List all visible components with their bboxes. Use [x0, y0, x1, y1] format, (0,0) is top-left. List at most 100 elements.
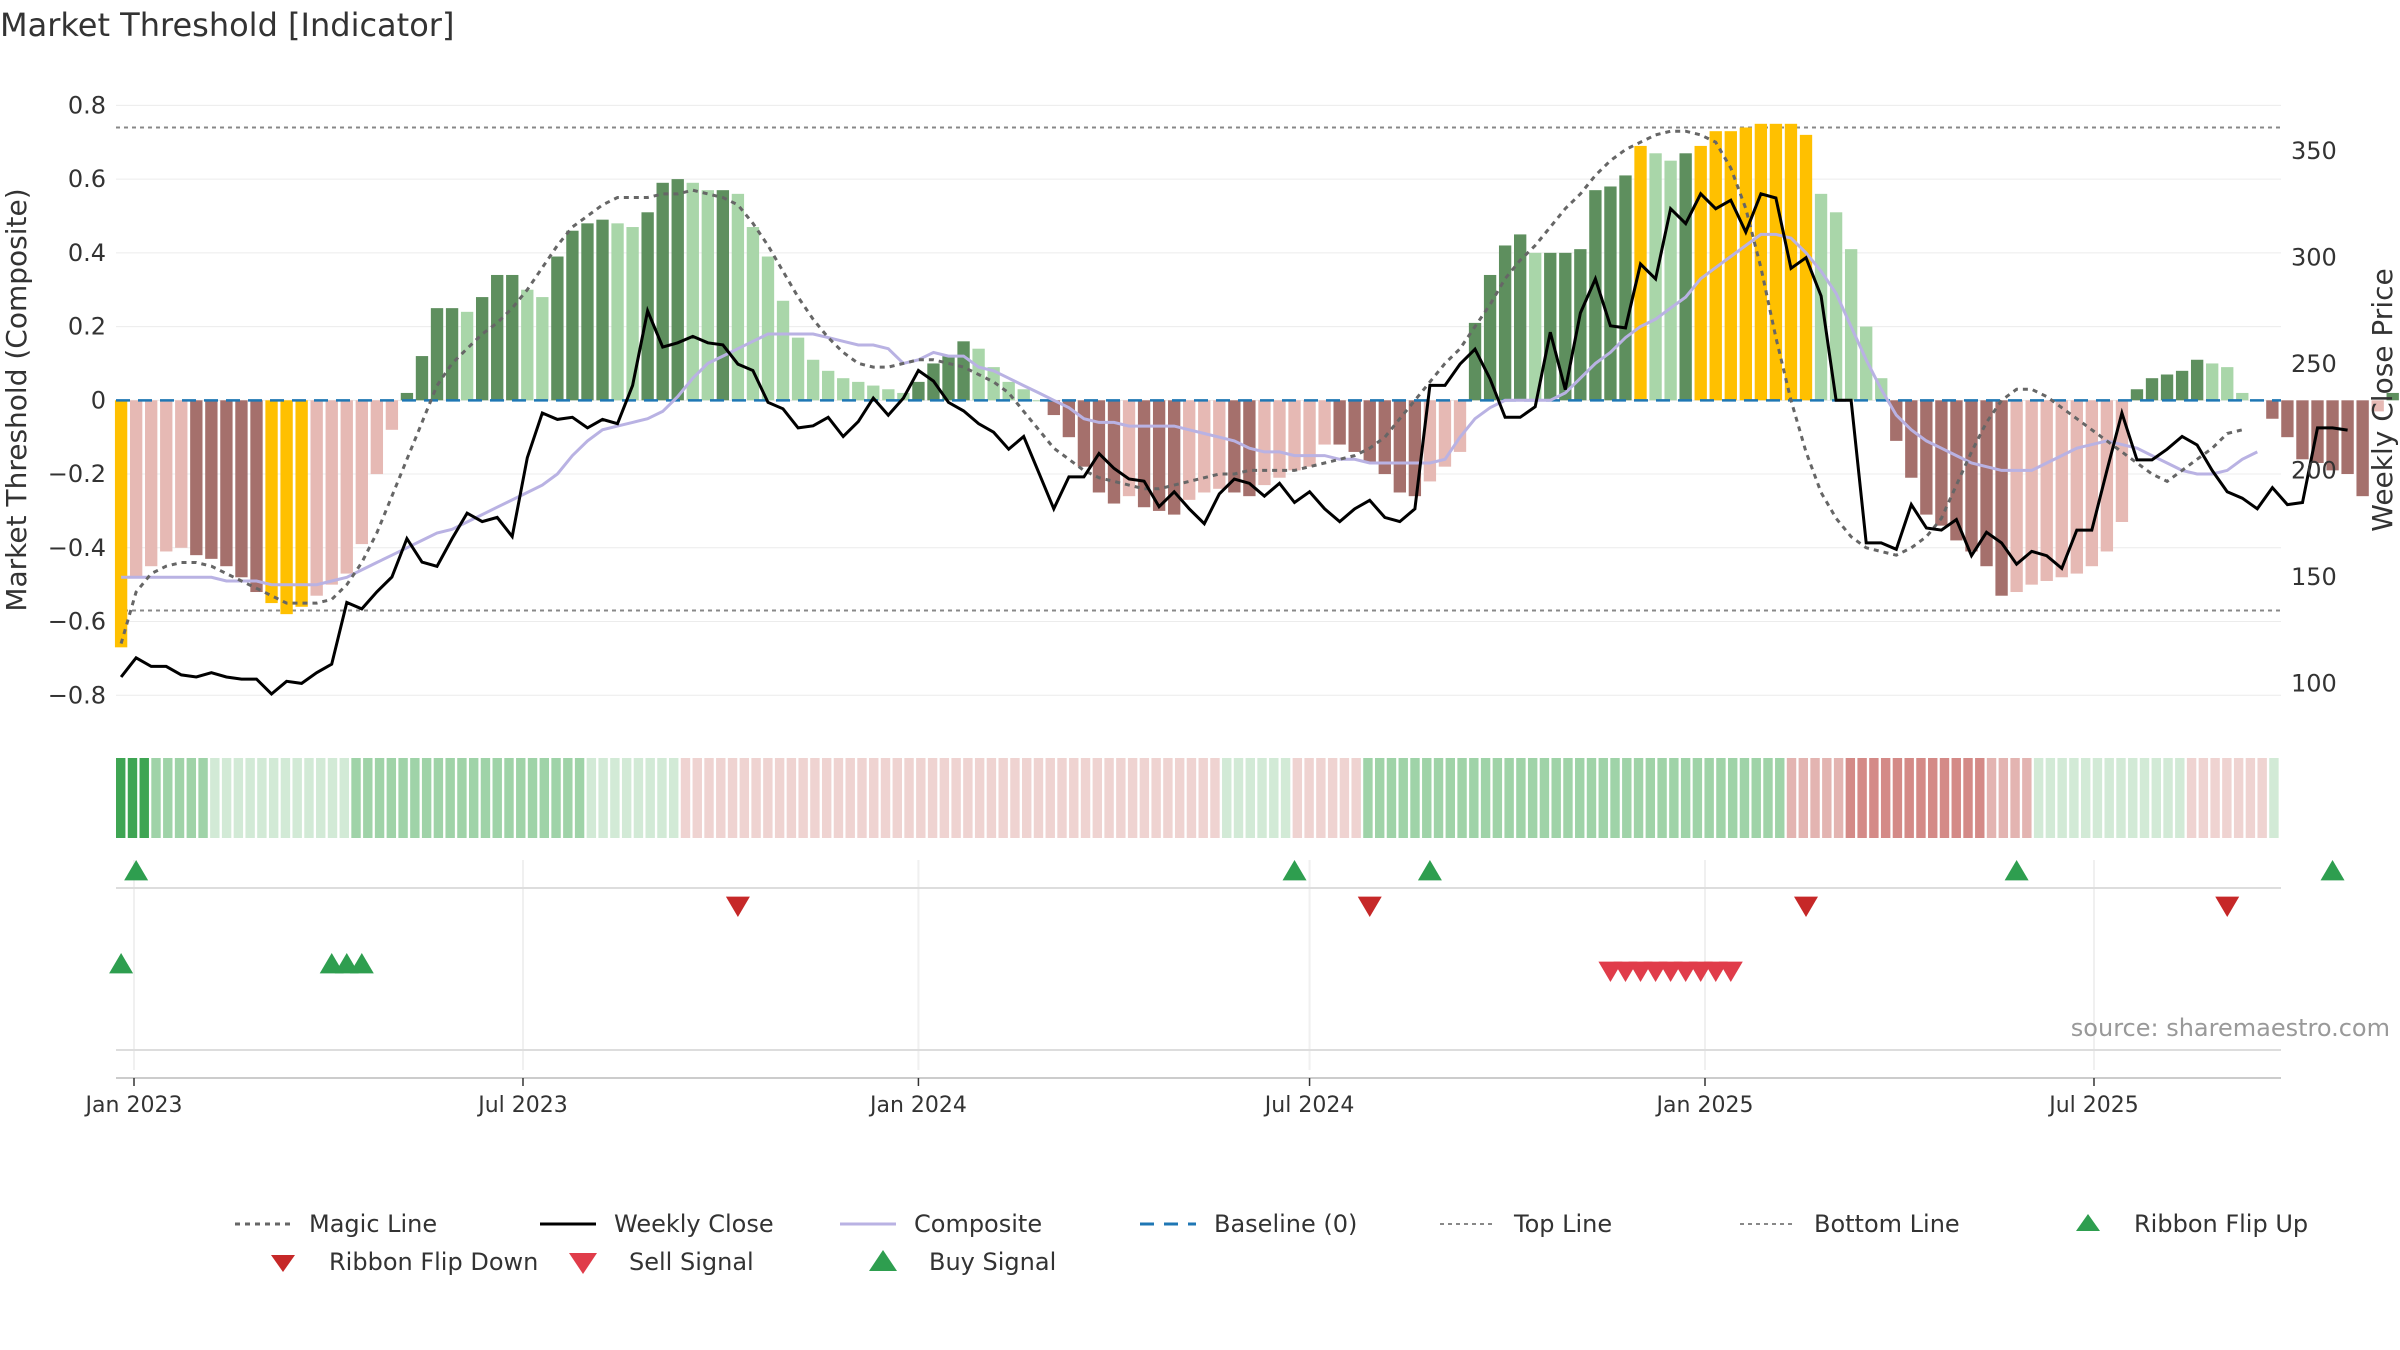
composite-bar — [611, 223, 624, 401]
ribbon-cell — [245, 758, 255, 838]
composite-bar — [1228, 400, 1241, 493]
ribbon-cell — [2069, 758, 2079, 838]
y-tick-label: −0.4 — [48, 534, 106, 562]
composite-bar — [145, 400, 158, 567]
composite-bar — [445, 308, 459, 401]
legend-label: Sell Signal — [629, 1248, 754, 1276]
composite-bar — [2190, 359, 2204, 401]
composite-bar — [1860, 326, 1873, 401]
ribbon-cell — [563, 758, 573, 838]
ribbon-cell — [1363, 758, 1373, 838]
ribbon-cell — [1751, 758, 1761, 838]
ribbon-cell — [1245, 758, 1255, 838]
composite-bar — [716, 190, 730, 401]
composite-bar — [626, 227, 639, 401]
ribbon-cell — [1339, 758, 1350, 838]
ribbon-cell — [1469, 758, 1479, 838]
composite-bar — [1724, 131, 1737, 401]
ribbon-cell — [504, 758, 514, 838]
composite-bar — [1965, 400, 1978, 552]
ribbon-flip-down-marker — [725, 896, 750, 917]
x-tick-label: Jan 2024 — [868, 1093, 967, 1118]
composite-bar — [701, 190, 714, 401]
ribbon-cell — [692, 758, 702, 838]
composite-bar — [1183, 400, 1196, 500]
legend-label: Ribbon Flip Up — [2134, 1210, 2308, 1238]
y-tick-label: −0.6 — [48, 608, 106, 636]
composite-bar — [2266, 400, 2279, 419]
ribbon-cell — [892, 758, 902, 838]
legend-label: Weekly Close — [614, 1210, 774, 1238]
sell-signal-marker — [1643, 961, 1668, 982]
composite-bar — [1378, 400, 1391, 475]
y-axis-left: 0.8 0.6 0.4 0.2 0 −0.2 −0.4 −0.6 −0.8 — [48, 91, 106, 709]
composite-bars — [114, 123, 2399, 648]
composite-bar — [656, 182, 669, 401]
ribbon-cell — [880, 758, 891, 838]
composite-bar — [776, 300, 790, 401]
composite-bar — [581, 223, 594, 401]
y-tick-label: −0.2 — [48, 460, 106, 488]
ribbon-cell — [1304, 758, 1314, 838]
ribbon-flip-down-marker — [1357, 896, 1382, 917]
ribbon-cell — [1257, 758, 1267, 838]
ribbon-cell — [1822, 758, 1832, 838]
ribbon-cell — [316, 758, 326, 838]
ribbon-cell — [1692, 758, 1703, 838]
composite-bar — [1107, 400, 1121, 504]
legend-item: Magic Line — [235, 1210, 437, 1238]
composite-bar — [1544, 252, 1557, 401]
y2-tick-label: 300 — [2291, 244, 2337, 272]
composite-bar — [1198, 400, 1211, 493]
ribbon-cell — [468, 758, 479, 838]
ribbon-cell — [1739, 758, 1750, 838]
composite-bar — [551, 256, 564, 401]
legend-item: Composite — [840, 1210, 1042, 1238]
composite-bar — [2371, 400, 2384, 412]
legend-swatch — [2076, 1214, 2100, 1231]
ribbon-cell — [174, 758, 185, 838]
x-tick-label: Jul 2025 — [2047, 1093, 2139, 1118]
ribbon-cell — [963, 758, 973, 838]
ribbon-cell — [421, 758, 432, 838]
ribbon-cell — [869, 758, 879, 838]
sell-signal-marker — [1598, 961, 1623, 982]
composite-bar — [1950, 400, 1963, 541]
composite-bar — [2356, 400, 2369, 497]
ribbon-cell — [1198, 758, 1208, 838]
composite-bar — [1694, 145, 1707, 401]
ribbon-cell — [1104, 758, 1114, 838]
ribbon-flip-down-marker — [1794, 896, 1819, 917]
ribbon-cell — [1210, 758, 1220, 838]
y2-tick-label: 250 — [2291, 350, 2337, 378]
indicator-lines — [116, 129, 2348, 697]
ribbon-cell — [351, 758, 361, 838]
ribbon-cell — [386, 758, 397, 838]
composite-bar — [596, 219, 609, 401]
ribbon-cell — [527, 758, 538, 838]
composite-bar — [1348, 400, 1361, 452]
ribbon-cell — [1880, 758, 1891, 838]
composite-bar — [385, 400, 399, 430]
composite-bar — [175, 400, 188, 548]
ribbon-cell — [2245, 758, 2256, 838]
composite-bar — [2145, 378, 2159, 401]
ribbon-cell — [916, 758, 926, 838]
composite-bar — [2281, 400, 2294, 438]
ribbon-cell — [2092, 758, 2103, 838]
ribbon-cell — [798, 758, 808, 838]
ribbon-cell — [363, 758, 373, 838]
composite-bar — [671, 179, 684, 401]
y-tick-label: 0.8 — [68, 91, 106, 119]
composite-bar — [1483, 274, 1497, 401]
composite-bar — [1468, 322, 1482, 401]
composite-bar — [1303, 400, 1316, 467]
ribbon-cell — [974, 758, 985, 838]
buy-signal-marker — [349, 953, 374, 974]
legend-label: Composite — [914, 1210, 1042, 1238]
ribbon-cell — [1704, 758, 1714, 838]
ribbon-cell — [1551, 758, 1561, 838]
ribbon-flip-up-marker — [2004, 860, 2029, 881]
ribbon-cell — [1716, 758, 1726, 838]
ribbon-cell — [739, 758, 750, 838]
